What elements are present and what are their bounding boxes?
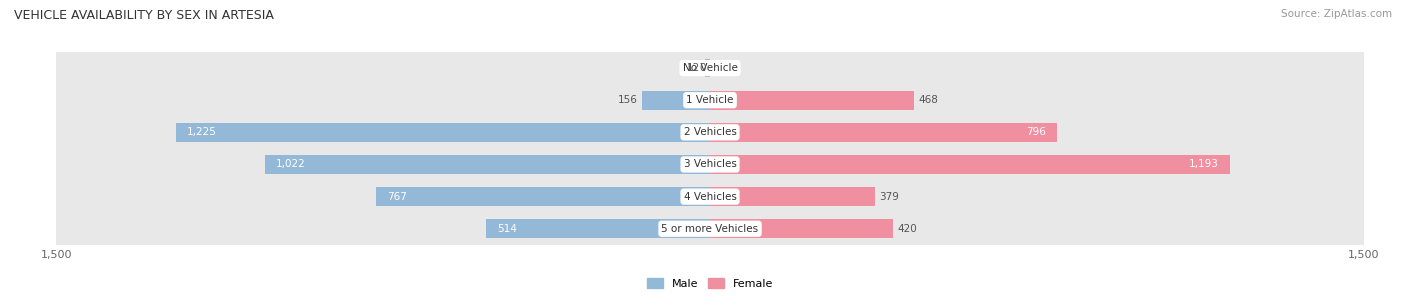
Bar (56, 181, 1364, 213)
Bar (710, 187, 875, 206)
Text: 5 or more Vehicles: 5 or more Vehicles (661, 224, 759, 234)
Text: 1,225: 1,225 (187, 127, 217, 137)
Bar (643, 91, 710, 110)
Bar (710, 219, 893, 238)
Text: 156: 156 (617, 95, 638, 105)
Bar (710, 123, 1057, 142)
Bar (710, 155, 1230, 174)
Bar (486, 219, 710, 238)
Bar (704, 59, 710, 77)
Bar (56, 116, 1364, 148)
Text: VEHICLE AVAILABILITY BY SEX IN ARTESIA: VEHICLE AVAILABILITY BY SEX IN ARTESIA (14, 9, 274, 22)
Text: 1,022: 1,022 (276, 159, 305, 170)
Bar (264, 155, 710, 174)
Text: 1 Vehicle: 1 Vehicle (686, 95, 734, 105)
Text: 3 Vehicles: 3 Vehicles (683, 159, 737, 170)
Bar (56, 148, 1364, 181)
Bar (56, 84, 1364, 116)
Text: 12: 12 (688, 63, 700, 73)
Bar (375, 187, 710, 206)
Text: 796: 796 (1026, 127, 1046, 137)
Text: No Vehicle: No Vehicle (682, 63, 738, 73)
Text: 4 Vehicles: 4 Vehicles (683, 192, 737, 202)
Bar (56, 52, 1364, 84)
Text: 379: 379 (880, 192, 900, 202)
Text: 0: 0 (699, 63, 706, 73)
Bar (176, 123, 710, 142)
Text: 1,193: 1,193 (1189, 159, 1219, 170)
Text: Source: ZipAtlas.com: Source: ZipAtlas.com (1281, 9, 1392, 19)
Bar (56, 213, 1364, 245)
Text: 767: 767 (387, 192, 406, 202)
Text: 514: 514 (496, 224, 517, 234)
Text: 2 Vehicles: 2 Vehicles (683, 127, 737, 137)
Text: 468: 468 (918, 95, 938, 105)
Bar (710, 91, 914, 110)
Text: 420: 420 (897, 224, 917, 234)
Legend: Male, Female: Male, Female (643, 274, 778, 293)
